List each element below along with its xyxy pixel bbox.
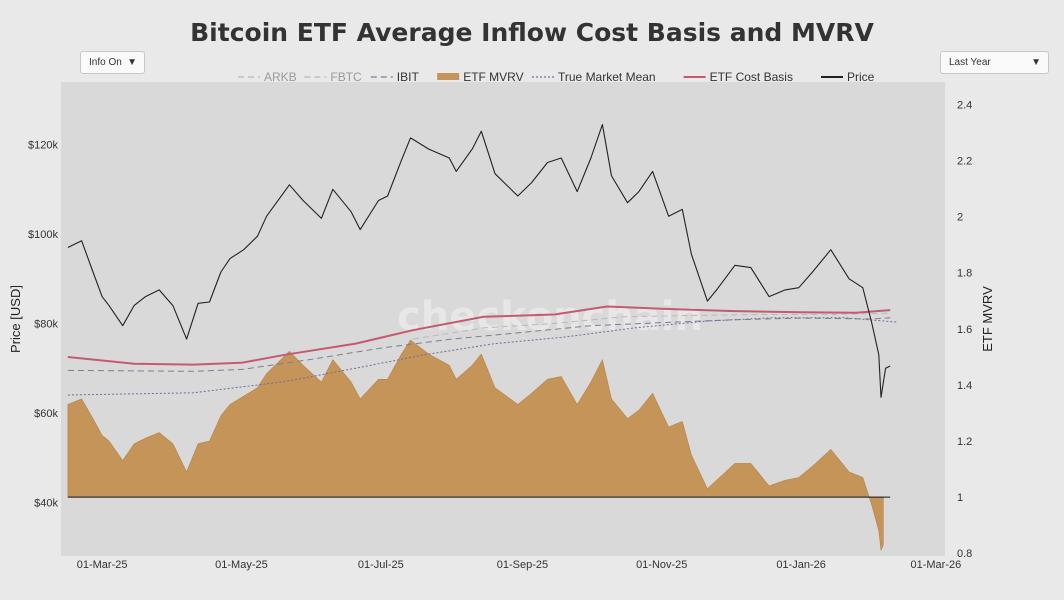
x-tick-label: 01-Sep-25 xyxy=(497,559,548,571)
y-axis-title: Price [USD] xyxy=(8,285,23,353)
y2-tick-label: 2.2 xyxy=(957,156,972,168)
series-layer xyxy=(67,123,898,551)
y2-tick-label: 1.4 xyxy=(957,380,972,392)
y-tick-label: $80k xyxy=(34,318,58,330)
y2-tick-label: 1.2 xyxy=(957,436,972,448)
legend-label: FBTC xyxy=(330,70,362,84)
etf-cost-basis-line xyxy=(67,305,891,366)
y2-tick-label: 2.4 xyxy=(957,99,972,111)
x-tick-label: 01-May-25 xyxy=(215,559,268,571)
x-tick-label: 01-Mar-25 xyxy=(77,559,128,571)
legend-label: IBIT xyxy=(397,70,420,84)
y-tick-label: $60k xyxy=(34,408,58,420)
chevron-down-icon: ▼ xyxy=(127,57,137,68)
y-tick-label: $40k xyxy=(34,497,58,509)
y2-tick-label: 1.8 xyxy=(957,268,972,280)
y-tick-label: $120k xyxy=(28,140,58,152)
legend-label: ETF Cost Basis xyxy=(710,70,793,84)
info-toggle-dropdown[interactable]: Info On ▼ xyxy=(80,51,145,74)
fbtc-line xyxy=(412,312,891,340)
y2-tick-label: 0.8 xyxy=(957,548,972,560)
etf-mvrv-area xyxy=(67,339,884,551)
x-tick-label: 01-Jul-25 xyxy=(358,559,404,571)
legend: ARKB FBTC IBIT ETF MVRV True Market Mean ETF … xyxy=(238,70,875,84)
legend-swatch xyxy=(437,73,460,80)
legend-label: ETF MVRV xyxy=(463,70,523,84)
range-select-label: Last Year xyxy=(949,57,991,68)
legend-label: ARKB xyxy=(264,70,297,84)
watermark: checkonchain xyxy=(397,294,703,340)
chart-title: Bitcoin ETF Average Inflow Cost Basis an… xyxy=(190,18,874,47)
ibit-line xyxy=(67,317,891,372)
y-tick-label: $100k xyxy=(28,229,58,241)
axes-layer: 01-Mar-25 01-May-25 01-Jul-25 01-Sep-25 01-N… xyxy=(8,99,995,571)
y2-tick-label: 2 xyxy=(957,212,963,224)
chevron-down-icon: ▼ xyxy=(1031,57,1041,68)
x-tick-label: 01-Mar-26 xyxy=(910,559,961,571)
y2-axis-title: ETF MVRV xyxy=(980,286,995,352)
price-line xyxy=(67,123,891,398)
legend-label: True Market Mean xyxy=(558,70,656,84)
legend-label: Price xyxy=(847,70,875,84)
x-tick-label: 01-Jan-26 xyxy=(776,559,826,571)
range-select-dropdown[interactable]: Last Year ▼ xyxy=(940,51,1049,74)
y2-tick-label: 1.6 xyxy=(957,324,972,336)
info-toggle-label: Info On xyxy=(89,57,122,68)
x-tick-label: 01-Nov-25 xyxy=(636,559,687,571)
y2-tick-label: 1 xyxy=(957,492,963,504)
